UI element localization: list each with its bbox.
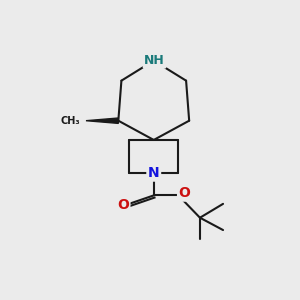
Text: O: O	[178, 186, 190, 200]
Text: NH: NH	[144, 54, 165, 67]
Polygon shape	[86, 118, 118, 123]
Text: N: N	[148, 166, 160, 180]
Text: CH₃: CH₃	[61, 116, 81, 126]
Text: O: O	[117, 198, 129, 212]
